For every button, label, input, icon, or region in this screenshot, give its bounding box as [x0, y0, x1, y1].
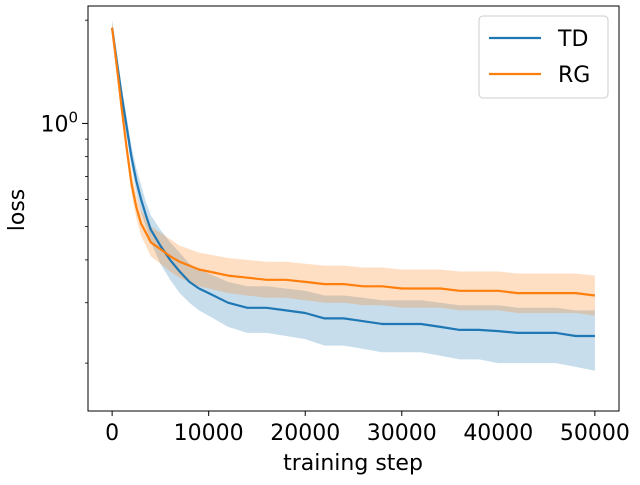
- y-axis-ticks: 100: [40, 19, 88, 364]
- x-tick-label: 10000: [174, 421, 244, 446]
- legend: TD RG: [478, 15, 609, 99]
- x-tick-label: 50000: [560, 421, 630, 446]
- x-tick-label: 0: [105, 421, 119, 446]
- legend-label-td: TD: [557, 27, 588, 52]
- line-rg: [111, 27, 596, 297]
- confidence-bands: [112, 20, 595, 371]
- legend-label-rg: RG: [558, 63, 590, 88]
- plot-frame: [87, 5, 620, 412]
- series-lines: [111, 27, 596, 338]
- y-tick-label: 100: [40, 108, 78, 137]
- line-td: [111, 27, 595, 338]
- x-tick-label: 40000: [463, 421, 533, 446]
- x-axis-label: training step: [283, 451, 423, 476]
- legend-box: [478, 15, 609, 99]
- y-axis-label: loss: [5, 189, 30, 232]
- x-tick-label: 30000: [367, 421, 437, 446]
- band-rg: [112, 20, 595, 316]
- x-tick-label: 20000: [270, 421, 340, 446]
- x-axis-ticks: 0 10000 20000 30000 40000 50000: [105, 411, 630, 446]
- band-td: [112, 20, 595, 371]
